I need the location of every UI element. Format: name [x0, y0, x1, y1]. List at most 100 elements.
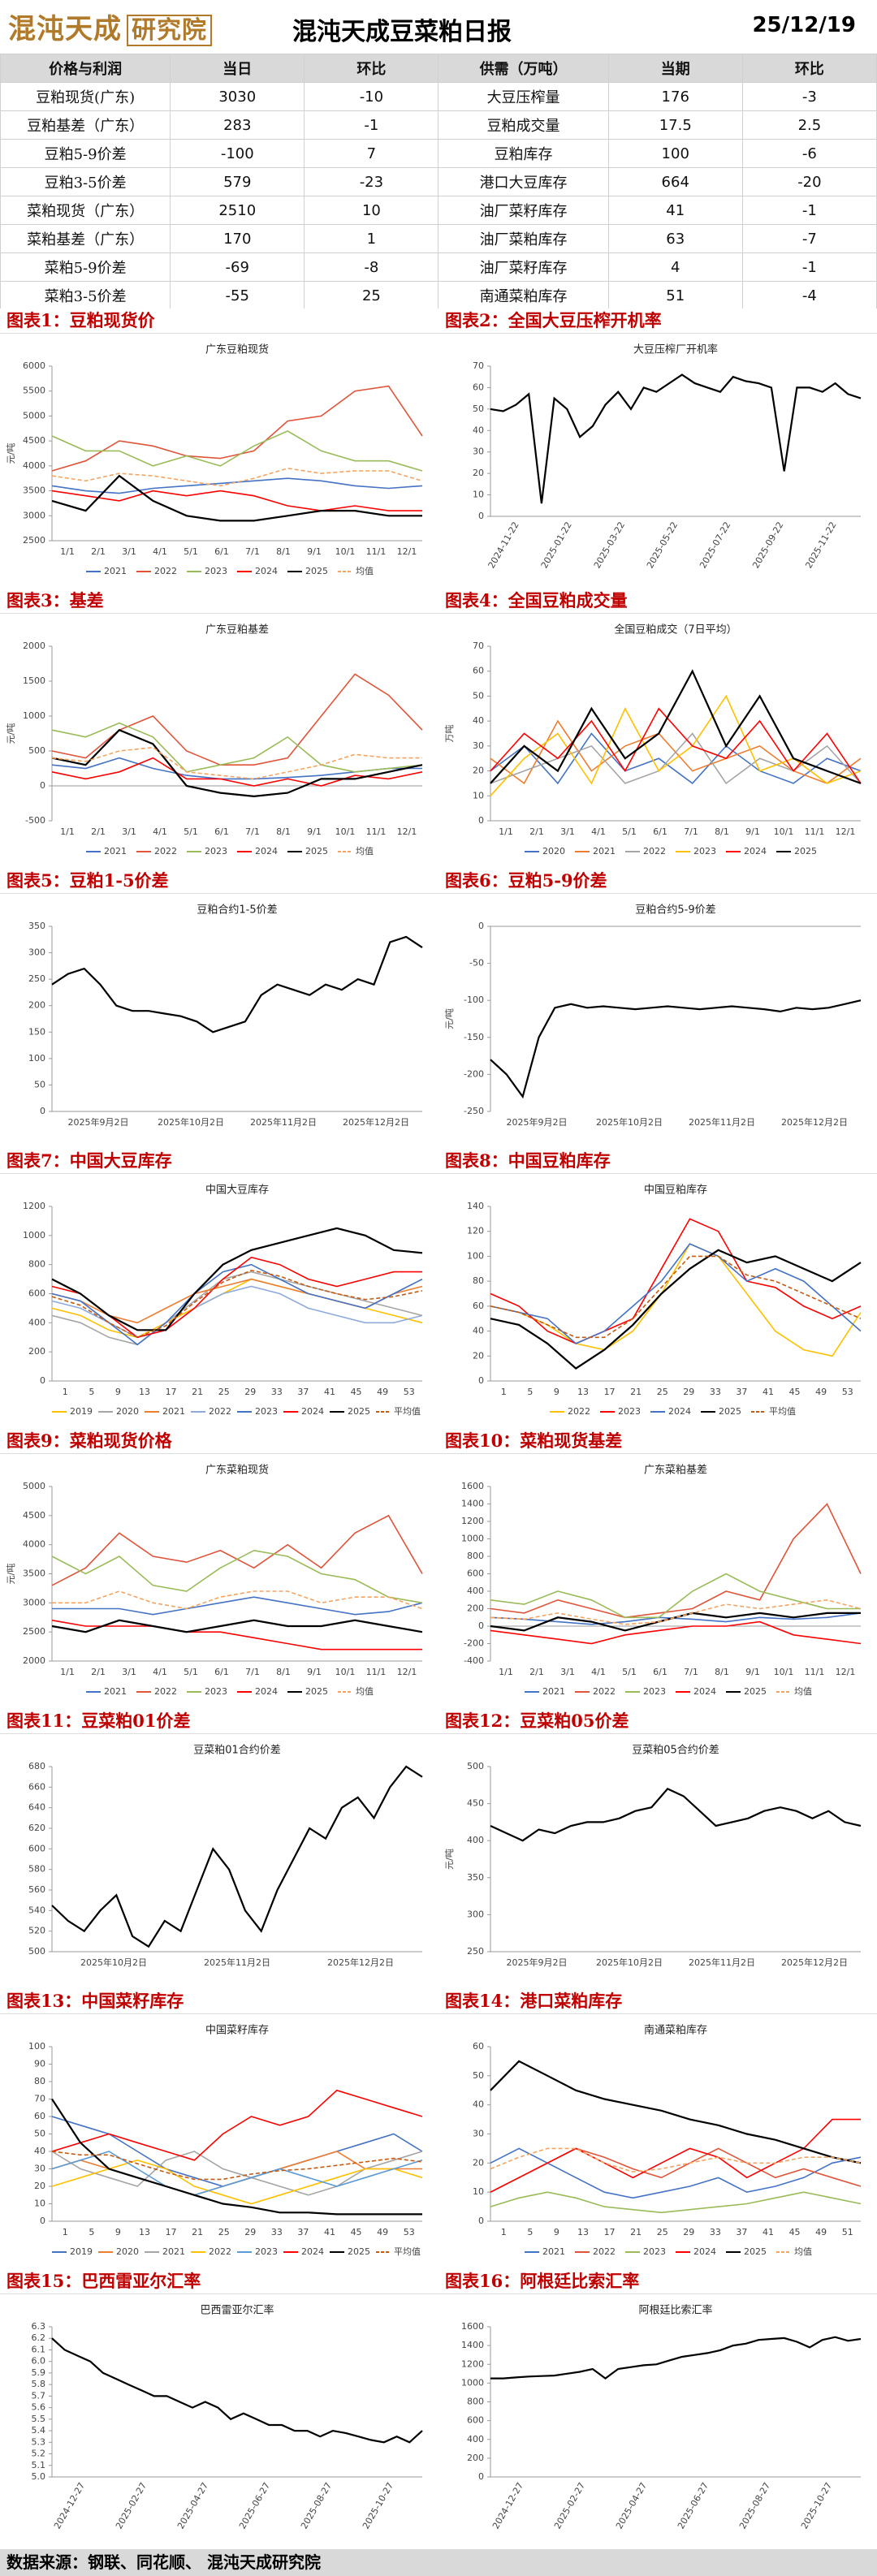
- chart-title: 阿根廷比索汇率: [638, 2304, 712, 2317]
- x-tick-label: 2025年11月2日: [204, 1957, 270, 1968]
- series-line: [51, 728, 423, 798]
- x-tick-label: 9/1: [307, 1667, 322, 1677]
- x-tick-label: 13: [139, 1387, 150, 1397]
- x-tick-label: 2025-10-27: [799, 2481, 834, 2531]
- legend-label: 均值: [794, 1686, 812, 1697]
- y-tick-label: 350: [28, 921, 45, 931]
- x-tick-label: 53: [404, 1387, 415, 1397]
- y-tick-label: 120: [467, 1226, 484, 1236]
- y-tick-label: -100: [464, 995, 484, 1005]
- y-tick-label: 60: [34, 2111, 45, 2121]
- cell: 10: [304, 196, 439, 225]
- x-tick-label: 5: [89, 2227, 94, 2237]
- y-tick-label: 4500: [23, 1510, 45, 1521]
- y-tick-label: 200: [28, 1346, 45, 1357]
- cell: -1: [741, 196, 877, 225]
- y-tick-label: -50: [469, 958, 484, 969]
- header-cell: 当期: [607, 54, 743, 83]
- series-line: [490, 1503, 862, 1619]
- series-line: [490, 707, 862, 784]
- x-tick-label: 9: [115, 2227, 121, 2237]
- chart: 大豆压榨厂开机率 0 10 20 30 40 50 60 70 2024-11-22 2025-01…: [438, 333, 877, 590]
- y-tick-label: 5.2: [32, 2449, 46, 2459]
- cell: -4: [741, 281, 877, 310]
- cell: 2.5: [741, 110, 877, 140]
- series-line: [52, 1590, 423, 1610]
- x-tick-label: 11/1: [366, 1667, 387, 1677]
- y-tick-label: 40: [473, 1326, 484, 1336]
- y-tick-label: 350: [467, 1872, 484, 1883]
- series-line: [490, 1249, 862, 1370]
- series-line: [490, 1599, 862, 1625]
- x-tick-label: 12/1: [836, 826, 856, 837]
- x-tick-label: 3/1: [122, 826, 136, 837]
- x-tick-label: 25: [218, 2227, 230, 2237]
- y-tick-label: 500: [28, 745, 45, 756]
- x-tick-label: 45: [789, 1387, 801, 1397]
- y-tick-label: 140: [467, 1201, 484, 1211]
- y-tick-label: 0: [478, 2216, 484, 2226]
- chart-panel: 图表16：阿根廷比索汇率 阿根廷比索汇率 0 200 400 600 800 1000 1200…: [438, 2269, 877, 2551]
- x-tick-label: 29: [244, 1387, 256, 1397]
- header: 混沌天成 研究院 混沌天成豆菜粕日报 25/12/19: [0, 0, 877, 54]
- legend-label: 2025: [794, 846, 817, 857]
- legend-label: 2023: [643, 2246, 666, 2257]
- x-tick-label: 1/1: [60, 1667, 75, 1677]
- y-tick-label: 30: [473, 740, 484, 751]
- x-tick-label: 41: [324, 1387, 335, 1397]
- chart-panel: 图表14：港口菜粕库存 南通菜粕库存 0 10 20 30 40 50 60 1 5 9 13 17 21 2…: [438, 1989, 877, 2271]
- x-tick-label: 37: [297, 1387, 309, 1397]
- y-tick-label: 5.8: [32, 2379, 46, 2389]
- y-tick-label: 30: [473, 2129, 484, 2139]
- chart: 中国菜籽库存 0 10 20 30 40 50 60 70 80 90 100 1 5 9 13 17 21 25 2…: [0, 2013, 438, 2271]
- chart-title: 广东菜粕现货: [205, 1464, 269, 1477]
- x-tick-label: 1: [63, 2227, 68, 2237]
- legend-label: 2019: [70, 1406, 93, 1417]
- legend-label: 2025: [305, 1686, 328, 1697]
- x-tick-label: 8/1: [276, 1667, 291, 1677]
- x-tick-label: 10/1: [774, 1667, 794, 1677]
- series-line: [490, 1243, 862, 1344]
- x-tick-label: 2025-06-27: [676, 2481, 711, 2531]
- x-tick-label: 2/1: [91, 1667, 106, 1677]
- y-tick-label: 540: [28, 1905, 45, 1915]
- series-line: [490, 732, 862, 785]
- y-axis-label: 元/吨: [444, 1849, 455, 1870]
- chart: 广东菜粕基差 -400 -200 0 200 400 600 800 1000 1200 1400 1…: [438, 1453, 877, 1711]
- x-tick-label: 21: [630, 2227, 642, 2237]
- y-tick-label: 3500: [23, 485, 45, 496]
- legend-label: 2021: [104, 566, 127, 576]
- x-tick-label: 5/1: [622, 1667, 637, 1677]
- y-tick-label: 1200: [23, 1201, 45, 1211]
- legend-label: 2025: [719, 1406, 741, 1417]
- cell: 63: [607, 224, 743, 253]
- series-line: [490, 1573, 861, 1619]
- legend-label: 2021: [593, 846, 616, 857]
- legend-label: 均值: [356, 566, 374, 576]
- x-tick-label: 2025年11月2日: [250, 1116, 317, 1128]
- series-line: [490, 2060, 862, 2164]
- y-tick-label: 1600: [461, 2321, 484, 2332]
- chart: 豆菜粕01合约价差 500 520 540 560 580 600 620 640 660 680 2…: [0, 1733, 438, 1991]
- panel-label: 图表1：豆粕现货价: [0, 309, 438, 333]
- x-tick-label: 2025年9月2日: [507, 1957, 568, 1968]
- chart-panel: 图表6：豆粕5-9价差 豆粕合约5-9价差 元/吨 -250 -200 -150 -100 -…: [438, 869, 877, 1150]
- x-tick-label: 21: [192, 2227, 203, 2237]
- x-tick-label: 41: [763, 1387, 774, 1397]
- y-axis-label: 元/吨: [444, 1008, 455, 1029]
- panel-label: 图表4：全国豆粕成交量: [438, 589, 877, 613]
- series-line: [490, 1620, 862, 1645]
- y-tick-label: 40: [34, 2146, 45, 2156]
- cell: -69: [170, 252, 305, 282]
- cell: 豆粕库存: [438, 139, 609, 168]
- series-line: [51, 935, 423, 1033]
- table-row: 菜粕现货（广东） 2510 10 油厂菜籽库存 41 -1: [0, 196, 877, 225]
- table-header-row: 价格与利润 当日 环比 供需（万吨） 当期 环比: [0, 54, 877, 83]
- legend-label: 平均值: [394, 2246, 421, 2257]
- y-tick-label: 6.0: [32, 2356, 46, 2367]
- legend-label: 2022: [154, 846, 177, 857]
- legend-label: 2021: [162, 2246, 185, 2257]
